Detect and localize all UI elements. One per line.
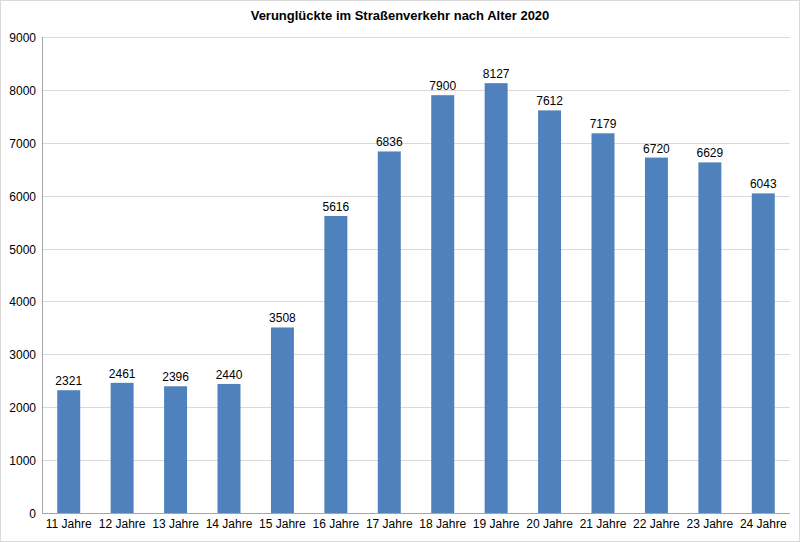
y-tick-label: 9000 [9, 31, 36, 45]
bar [111, 383, 134, 513]
bar [698, 162, 721, 513]
chart-container: Verunglückte im Straßenverkehr nach Alte… [0, 0, 800, 542]
grid-line [42, 354, 790, 355]
grid-line [42, 249, 790, 250]
data-label: 6720 [643, 142, 670, 156]
bar [538, 110, 561, 513]
bar [218, 384, 241, 513]
data-label: 7900 [429, 79, 456, 93]
data-label: 2440 [216, 368, 243, 382]
x-tick-label: 13 Jahre [152, 517, 199, 531]
x-tick-label: 18 Jahre [419, 517, 466, 531]
grid-line [42, 143, 790, 144]
y-tick-label: 6000 [9, 190, 36, 204]
bar [592, 133, 615, 513]
title: Verunglückte im Straßenverkehr nach Alte… [251, 8, 550, 23]
grid-line [42, 196, 790, 197]
x-tick-label: 16 Jahre [313, 517, 360, 531]
y-tick-label: 5000 [9, 243, 36, 257]
bars [57, 83, 775, 513]
x-tick-label: 23 Jahre [687, 517, 734, 531]
y-tick-label: 3000 [9, 348, 36, 362]
y-tick-label: 0 [29, 507, 36, 521]
chart-svg: Verunglückte im Straßenverkehr nach Alte… [0, 0, 800, 542]
x-tick-label: 20 Jahre [526, 517, 573, 531]
bar [431, 95, 454, 513]
data-label: 6043 [750, 177, 777, 191]
x-tick-label: 24 Jahre [740, 517, 787, 531]
bar [485, 83, 508, 513]
data-label: 7612 [536, 94, 563, 108]
data-label: 8127 [483, 67, 510, 81]
data-label: 7179 [590, 117, 617, 131]
y-tick-label: 8000 [9, 84, 36, 98]
grid-line [42, 407, 790, 408]
bar [645, 158, 668, 513]
y-tick-label: 2000 [9, 401, 36, 415]
x-tick-label: 21 Jahre [580, 517, 627, 531]
chart-frame [1, 1, 800, 542]
bar [164, 386, 187, 513]
grid-line [42, 301, 790, 302]
data-label: 2396 [162, 370, 189, 384]
data-label: 3508 [269, 311, 296, 325]
data-label: 6629 [697, 146, 724, 160]
x-tick-label: 12 Jahre [99, 517, 146, 531]
bar [378, 151, 401, 513]
y-tick-label: 4000 [9, 295, 36, 309]
x-tick-label: 11 Jahre [46, 517, 92, 531]
x-tick-label: 15 Jahre [259, 517, 306, 531]
x-tick-label: 22 Jahre [633, 517, 680, 531]
bar [271, 327, 294, 513]
x-tick-label: 14 Jahre [206, 517, 253, 531]
grid-line [42, 513, 790, 514]
x-tick-label: 17 Jahre [366, 517, 413, 531]
y-tick-label: 7000 [9, 137, 36, 151]
data-label: 2461 [109, 367, 136, 381]
y-tick-label: 1000 [9, 454, 36, 468]
data-label: 2321 [55, 374, 82, 388]
bar [57, 390, 80, 513]
bar [324, 216, 347, 513]
data-label: 5616 [323, 200, 350, 214]
grid-line [42, 90, 790, 91]
y-axis [42, 37, 43, 513]
data-label: 6836 [376, 135, 403, 149]
x-tick-label: 19 Jahre [473, 517, 520, 531]
grid-line [42, 37, 790, 38]
bar [752, 193, 775, 513]
grid-line [42, 460, 790, 461]
x-axis [42, 513, 790, 514]
